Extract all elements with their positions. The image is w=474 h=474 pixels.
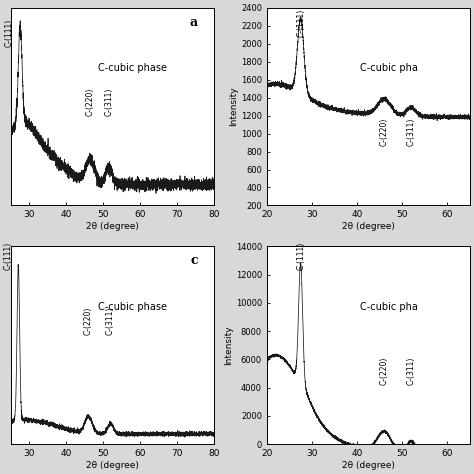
Text: C-(220): C-(220) xyxy=(380,356,389,385)
Text: C-(111): C-(111) xyxy=(4,242,13,270)
Text: C-(311): C-(311) xyxy=(104,88,113,117)
Text: C-(220): C-(220) xyxy=(380,118,389,146)
Text: C-cubic pha: C-cubic pha xyxy=(360,63,418,73)
X-axis label: 2θ (degree): 2θ (degree) xyxy=(86,461,139,470)
Text: C-(111): C-(111) xyxy=(296,9,305,37)
Text: C-cubic pha: C-cubic pha xyxy=(360,302,418,312)
Text: C-(311): C-(311) xyxy=(106,307,115,336)
Text: C-cubic phase: C-cubic phase xyxy=(98,302,167,312)
Text: C-(111): C-(111) xyxy=(296,242,305,270)
Text: C-(111): C-(111) xyxy=(5,19,13,47)
Text: C-cubic phase: C-cubic phase xyxy=(98,63,167,73)
X-axis label: 2θ (degree): 2θ (degree) xyxy=(86,222,139,231)
X-axis label: 2θ (degree): 2θ (degree) xyxy=(342,461,395,470)
Text: C-(311): C-(311) xyxy=(407,118,416,146)
Y-axis label: Intensity: Intensity xyxy=(229,87,238,127)
Text: C-(220): C-(220) xyxy=(84,307,93,336)
Text: C-(220): C-(220) xyxy=(86,88,95,117)
Text: a: a xyxy=(190,16,198,28)
Text: c: c xyxy=(190,255,198,267)
Y-axis label: Intensity: Intensity xyxy=(224,326,233,365)
Text: C-(311): C-(311) xyxy=(407,356,416,385)
X-axis label: 2θ (degree): 2θ (degree) xyxy=(342,222,395,231)
